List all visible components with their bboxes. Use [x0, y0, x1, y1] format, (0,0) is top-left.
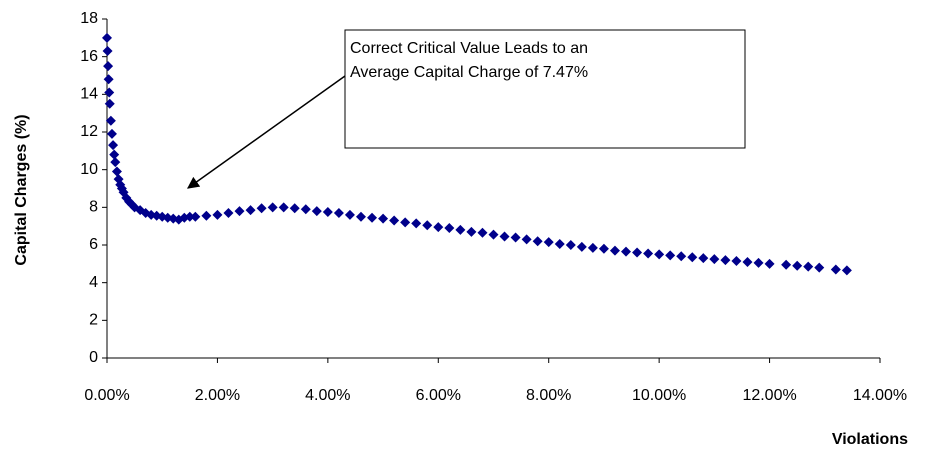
- data-point: [311, 206, 322, 217]
- data-point: [102, 46, 113, 57]
- data-point: [455, 224, 466, 235]
- data-point: [104, 98, 115, 109]
- data-point: [720, 255, 731, 266]
- x-tick-label: 4.00%: [305, 387, 350, 404]
- y-tick-label: 8: [89, 199, 98, 216]
- annotation-arrow: [187, 75, 346, 189]
- y-tick-label: 14: [80, 86, 98, 103]
- data-point: [389, 215, 400, 226]
- data-point: [792, 260, 803, 271]
- data-point: [565, 240, 576, 250]
- data-point: [212, 209, 223, 220]
- data-point: [104, 87, 115, 98]
- data-point: [223, 207, 234, 218]
- data-point: [400, 217, 411, 228]
- x-tick-label: 10.00%: [632, 387, 686, 404]
- x-tick-label: 12.00%: [742, 387, 796, 404]
- data-point: [598, 243, 609, 254]
- data-point: [643, 248, 654, 259]
- data-point: [333, 207, 344, 218]
- data-point: [709, 254, 720, 265]
- data-point: [422, 220, 433, 231]
- data-point: [499, 231, 510, 242]
- data-point: [841, 265, 852, 276]
- data-point: [103, 74, 114, 85]
- data-point: [830, 264, 841, 275]
- data-point: [289, 203, 300, 214]
- data-point: [466, 226, 477, 237]
- data-point: [609, 245, 620, 256]
- data-point: [510, 232, 521, 243]
- y-tick-label: 18: [80, 10, 98, 27]
- data-point: [108, 140, 119, 151]
- data-point: [698, 253, 709, 264]
- data-point: [687, 252, 698, 263]
- data-point: [110, 157, 121, 168]
- data-point: [532, 236, 543, 247]
- data-point: [554, 239, 565, 250]
- data-point: [753, 257, 764, 268]
- data-point: [322, 207, 333, 218]
- data-point: [444, 223, 455, 234]
- data-point: [190, 211, 201, 222]
- data-point: [355, 211, 366, 222]
- data-point: [106, 128, 117, 139]
- data-point: [621, 246, 632, 257]
- data-point: [433, 222, 444, 233]
- y-tick-label: 10: [80, 161, 98, 178]
- y-axis-label: Capital Charges (%): [13, 114, 30, 265]
- y-tick-label: 2: [89, 312, 98, 329]
- x-tick-label: 8.00%: [526, 387, 571, 404]
- y-tick-label: 6: [89, 236, 98, 253]
- x-tick-label: 6.00%: [416, 387, 461, 404]
- annotation-line: Average Capital Charge of 7.47%: [350, 64, 588, 81]
- annotation-line: Correct Critical Value Leads to an: [350, 40, 588, 57]
- x-axis-label: Violations: [832, 431, 908, 448]
- data-point: [587, 242, 598, 253]
- y-tick-label: 4: [89, 274, 98, 291]
- data-point: [344, 209, 355, 220]
- data-point: [477, 227, 488, 238]
- data-point: [256, 203, 267, 214]
- data-point: [665, 250, 676, 261]
- data-point: [632, 247, 643, 258]
- data-point: [764, 258, 775, 269]
- data-point: [267, 202, 278, 213]
- data-point: [676, 251, 687, 262]
- data-point: [814, 262, 825, 273]
- annotation-box: [344, 29, 746, 149]
- data-point: [184, 211, 195, 222]
- data-point: [654, 249, 665, 260]
- x-tick-label: 14.00%: [853, 387, 907, 404]
- data-point: [411, 218, 422, 229]
- data-point: [367, 212, 378, 223]
- data-point: [521, 234, 532, 245]
- y-tick-label: 0: [89, 349, 98, 366]
- data-point: [543, 237, 554, 248]
- data-point: [378, 213, 389, 224]
- data-point: [234, 206, 245, 217]
- data-point: [488, 229, 499, 240]
- data-point: [803, 261, 814, 272]
- data-point: [111, 166, 122, 177]
- y-tick-label: 16: [80, 48, 98, 65]
- y-tick-label: 12: [80, 123, 98, 140]
- data-point: [576, 241, 587, 252]
- data-point: [742, 256, 753, 267]
- data-point: [781, 259, 792, 270]
- x-tick-label: 2.00%: [195, 387, 240, 404]
- data-point: [103, 61, 114, 72]
- x-tick-label: 0.00%: [84, 387, 129, 404]
- data-point: [731, 256, 742, 267]
- data-point: [102, 32, 112, 43]
- data-point: [278, 202, 289, 213]
- data-point: [245, 205, 256, 216]
- data-point: [300, 204, 311, 215]
- data-point: [201, 210, 212, 221]
- data-point: [105, 115, 116, 126]
- data-point: [109, 149, 120, 160]
